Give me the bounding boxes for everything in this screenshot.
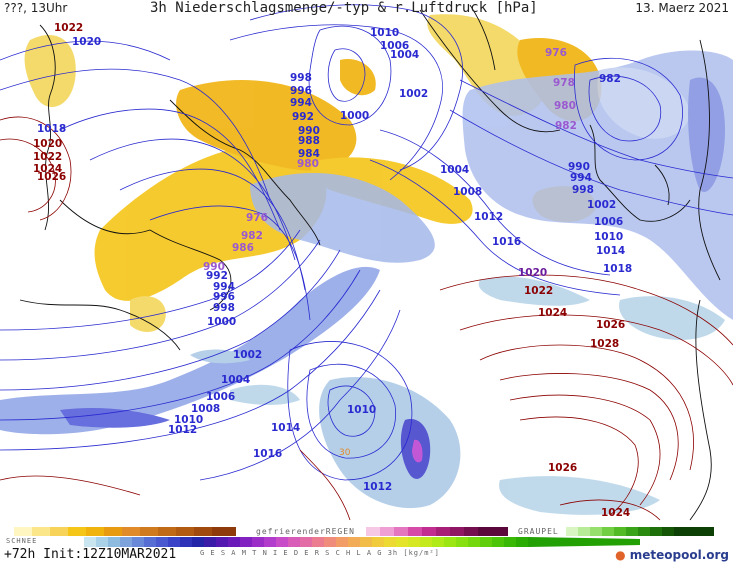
isobar-label: 1028 bbox=[590, 338, 619, 350]
graupel-legend-label: GRAUPEL bbox=[518, 527, 559, 536]
isobar-label: 1024 bbox=[601, 507, 630, 519]
isobar-label: 980 bbox=[554, 100, 576, 112]
isobar-label: 1014 bbox=[271, 422, 300, 434]
isobar-label: 1026 bbox=[548, 462, 577, 474]
isobar-label: 1010 bbox=[174, 414, 203, 426]
isobar-label: 982 bbox=[241, 230, 263, 242]
isobar-label: 1012 bbox=[363, 481, 392, 493]
isobar-label: 1004 bbox=[221, 374, 250, 386]
isobar-label: 1008 bbox=[453, 186, 482, 198]
isobar-label: 1018 bbox=[37, 123, 66, 135]
isobar-label: 1026 bbox=[596, 319, 625, 331]
isobar-label: 1006 bbox=[594, 216, 623, 228]
isobar-label: 980 bbox=[297, 158, 319, 170]
map-title: 3h Niederschlagsmenge/-typ & r.Luftdruck… bbox=[150, 0, 538, 16]
graupel-legend-bar bbox=[566, 527, 714, 536]
isobar-label: 1000 bbox=[340, 110, 369, 122]
legend-bars bbox=[14, 527, 714, 547]
isobar-label: 1018 bbox=[603, 263, 632, 275]
freezing-rain-legend-label: gefrierenderREGEN bbox=[256, 527, 355, 536]
isobar-label: 992 bbox=[206, 270, 228, 282]
isobar-label: 984 bbox=[298, 148, 320, 160]
isobar-label: 1004 bbox=[390, 49, 419, 61]
isobar-label: 994 bbox=[570, 172, 592, 184]
isobar-label: 976 bbox=[545, 47, 567, 59]
isobar-label: 994 bbox=[213, 281, 235, 293]
isobar-label: 1022 bbox=[54, 22, 83, 34]
isobar-label: 1012 bbox=[168, 424, 197, 436]
isobar-label: 1016 bbox=[253, 448, 282, 460]
isobar-label: 990 bbox=[298, 125, 320, 137]
isobar-label: 1008 bbox=[191, 403, 220, 415]
isobar-label: 1002 bbox=[587, 199, 616, 211]
coastlines bbox=[19, 4, 721, 521]
isobar-label: 1024 bbox=[538, 307, 567, 319]
isobar-label: 982 bbox=[555, 120, 577, 132]
isobar-label: 1020 bbox=[72, 36, 101, 48]
isobar-label: 1020 bbox=[33, 138, 62, 150]
total-precip-legend-bar bbox=[84, 537, 640, 547]
isobar-label: 1022 bbox=[33, 151, 62, 163]
isobar-label: 1014 bbox=[596, 245, 625, 257]
isobar-label: 976 bbox=[246, 212, 268, 224]
isobar-label: 1006 bbox=[206, 391, 235, 403]
isobar-label: 986 bbox=[232, 242, 254, 254]
isobar-label: 1012 bbox=[474, 211, 503, 223]
isobar-label: 1022 bbox=[524, 285, 553, 297]
isobar-label: 1010 bbox=[594, 231, 623, 243]
freezing-rain-legend-bar bbox=[366, 527, 508, 536]
isobar-lines bbox=[0, 4, 733, 521]
isobar-label: 978 bbox=[553, 77, 575, 89]
isobar-label: 988 bbox=[298, 135, 320, 147]
valid-time-label: ???, 13Uhr bbox=[4, 1, 68, 15]
isobar-label: 998 bbox=[572, 184, 594, 196]
isobar-label: 1016 bbox=[492, 236, 521, 248]
meteopool-logo: ● meteopool.org bbox=[615, 548, 729, 562]
total-precip-legend-label: G E S A M T N I E D E R S C H L A G 3h [… bbox=[200, 549, 440, 557]
valid-date-label: 13. Maerz 2021 bbox=[635, 1, 729, 15]
isobar-label: 990 bbox=[568, 161, 590, 173]
isobar-label: 1010 bbox=[370, 27, 399, 39]
isobar-label: 1000 bbox=[207, 316, 236, 328]
snow-legend-bar bbox=[14, 527, 236, 536]
isobar-label: 1020 bbox=[518, 267, 547, 279]
isobar-label: 30 bbox=[339, 448, 351, 458]
rain-precip-layer bbox=[0, 50, 733, 515]
isobar-label: 1026 bbox=[37, 171, 66, 183]
forecast-init-label: +72h Init:12Z10MAR2021 bbox=[4, 547, 177, 562]
isobar-label: 994 bbox=[290, 97, 312, 109]
isobar-label: 982 bbox=[599, 73, 621, 85]
isobar-label: 992 bbox=[292, 111, 314, 123]
isobar-label: 998 bbox=[290, 72, 312, 84]
isobar-labels: 1022 1020 1018 1020 1022 1024 1026 1010 … bbox=[33, 22, 632, 519]
snow-legend-label: SCHNEE bbox=[6, 537, 38, 545]
isobar-label: 1002 bbox=[399, 88, 428, 100]
isobar-label: 996 bbox=[213, 291, 235, 303]
isobar-label: 1010 bbox=[347, 404, 376, 416]
isobar-label: 996 bbox=[290, 85, 312, 97]
isobar-label: 1024 bbox=[33, 163, 62, 175]
isobar-label: 990 bbox=[203, 261, 225, 273]
isobar-label: 1006 bbox=[380, 40, 409, 52]
isobar-label: 1004 bbox=[440, 164, 469, 176]
isobar-label: 998 bbox=[213, 302, 235, 314]
isobar-label: 1002 bbox=[233, 349, 262, 361]
